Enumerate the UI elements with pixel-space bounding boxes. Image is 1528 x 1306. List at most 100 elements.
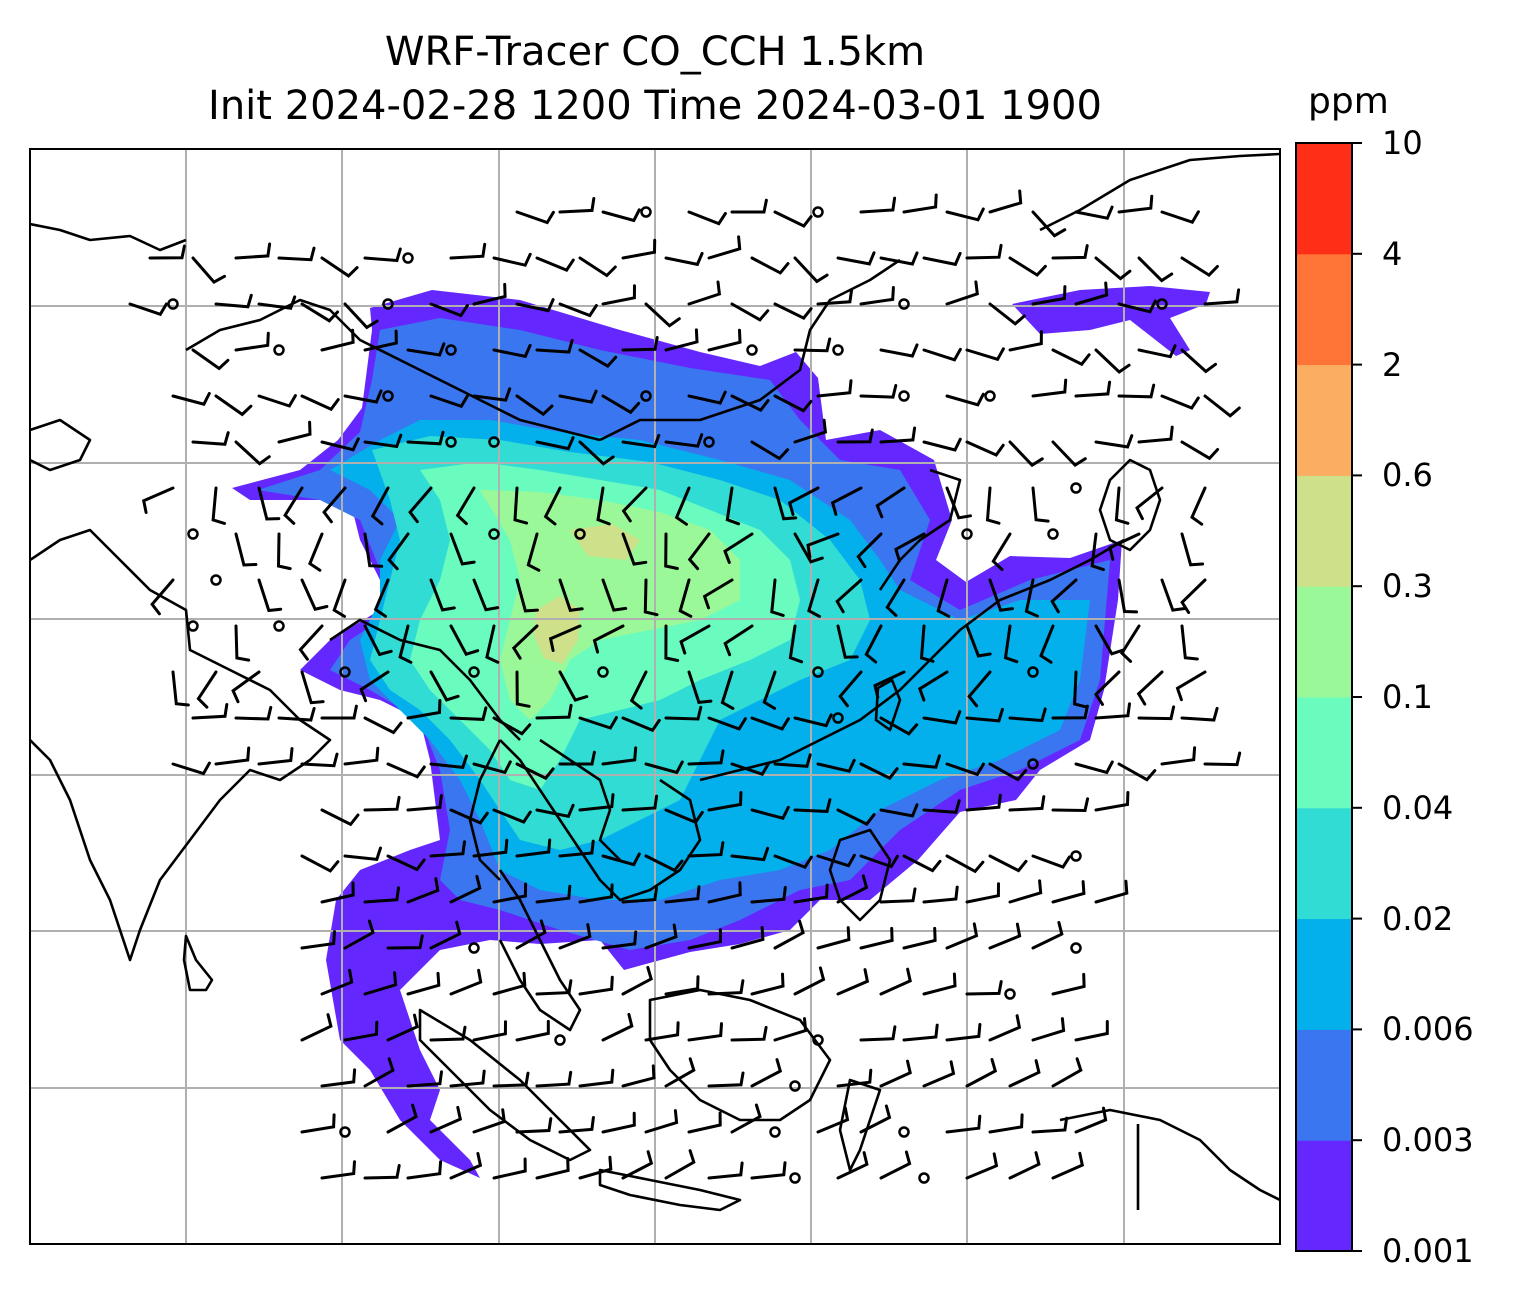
wind-barb [455,486,476,526]
wind-barb [231,670,261,704]
wind-barb [1135,486,1164,521]
wind-barb [1160,394,1200,410]
wind-barb [386,1103,418,1134]
wind-barb [578,716,618,730]
wind-barb [363,247,402,263]
wind-barb [320,881,355,904]
calm-wind-marker [1156,298,1168,310]
wind-barb [773,394,813,413]
wind-barb [922,251,962,267]
calm-wind-marker [789,1172,801,1184]
wind-barb [535,436,575,451]
wind-barb [730,1103,762,1134]
wind-barb [806,532,840,559]
wind-barb [429,1025,467,1042]
wind-barb [945,392,985,407]
colorbar-tick-label: 2 [1382,345,1403,384]
wind-barb [621,532,648,566]
wind-barb [644,1021,680,1042]
wind-barb [965,347,1005,362]
wind-barb [750,805,790,820]
wind-barb [988,578,1014,612]
wind-barb [902,193,938,214]
colorbar-tick-label: 0.02 [1382,899,1454,938]
wind-barb [578,975,614,996]
wind-barb [1094,670,1121,706]
wind-barb [879,716,919,736]
colorbar-tick-label: 0.04 [1382,788,1454,827]
wind-barb [621,1064,656,1088]
wind-barb [707,1161,744,1180]
wind-barb [1031,285,1067,306]
wind-barb [725,486,741,526]
calm-wind-marker [789,1080,801,1092]
wind-barb [836,624,859,659]
calm-wind-marker [468,942,480,954]
persian-gulf [30,418,92,472]
wind-barb [945,1114,982,1134]
borneo-coastline [648,988,832,1122]
wind-barb [343,746,380,766]
calm-wind-marker [640,206,652,218]
wind-barb [965,793,1002,812]
wind-barb [363,433,403,449]
wind-barb [687,532,711,571]
wind-barb [485,624,500,664]
wind-barb [429,578,456,612]
wind-barb [945,854,985,874]
wind-barb [1137,705,1176,721]
wind-barb [406,430,445,446]
calm-wind-marker [769,1126,781,1138]
wind-barb [535,256,575,272]
wind-barb [967,670,992,708]
colorbar-band [1296,1029,1352,1141]
wind-barb [300,578,329,611]
wind-barb [1119,624,1141,663]
wind-barb [836,968,870,996]
wind-barb [787,486,820,516]
wind-barb [429,840,466,858]
wind-barb [879,803,919,818]
wind-barb [300,1113,336,1134]
wind-barb [879,251,919,266]
colorbar-band [1296,586,1352,698]
wind-barb [601,852,641,867]
wind-barb [141,486,175,514]
wind-barb [1160,578,1187,612]
wind-barb [922,972,957,996]
wind-barb [320,808,360,827]
wind-barb [370,486,390,526]
wind-barb [408,486,433,524]
wind-barb [707,979,745,996]
calm-wind-marker [1070,942,1082,954]
wind-barb [308,532,324,572]
wind-barb [1031,378,1068,398]
wind-barb [1180,348,1217,374]
wind-barb [472,282,507,306]
wind-barb [1051,440,1087,468]
wind-barb [1051,880,1086,904]
wind-barb [535,803,575,819]
wind-barb [578,883,614,904]
wind-barb [988,854,1028,873]
wind-barb [644,302,681,328]
wind-barb [644,923,678,950]
wind-barb [816,758,856,773]
wind-barb [965,1152,999,1180]
wind-barb [687,1111,722,1134]
wind-barb [793,337,832,353]
wind-barb [707,328,742,352]
wind-barb [864,624,883,664]
wind-barb [1051,244,1089,260]
wind-barb [515,394,554,417]
wind-barb [1117,762,1157,782]
wind-barb [1137,425,1174,444]
wind-barb [1117,383,1156,399]
wind-barb [320,437,360,452]
wind-barb [472,760,512,775]
calm-wind-marker [167,298,179,310]
wind-barb [332,578,347,618]
wind-barb [449,1152,483,1180]
wind-barb [429,394,469,409]
